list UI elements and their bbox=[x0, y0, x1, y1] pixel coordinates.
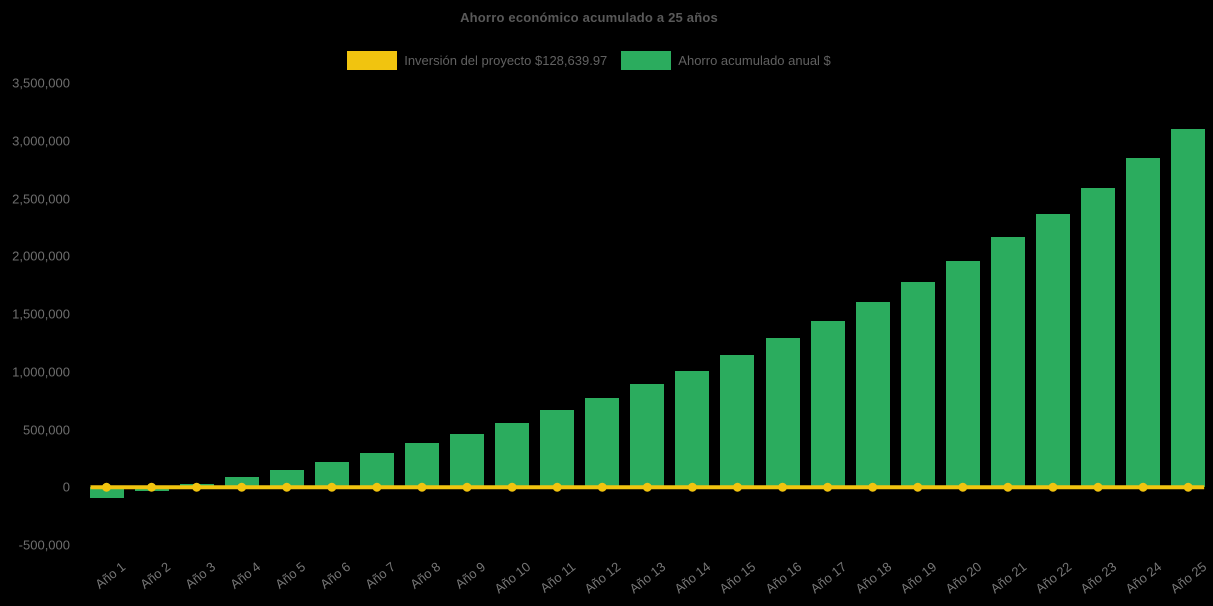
savings-bar bbox=[945, 260, 980, 488]
savings-bar bbox=[314, 462, 349, 488]
x-axis-tick-label: Año 25 bbox=[1167, 559, 1210, 597]
savings-bar bbox=[1171, 129, 1206, 488]
x-axis-tick-label: Año 4 bbox=[226, 559, 263, 592]
savings-bar bbox=[675, 370, 710, 488]
x-axis-tick-label: Año 18 bbox=[852, 559, 894, 597]
savings-bar bbox=[495, 422, 530, 488]
savings-bar bbox=[810, 320, 845, 488]
savings-bar bbox=[990, 236, 1025, 488]
legend-item-investment: Inversión del proyecto $128,639.97 bbox=[347, 51, 607, 70]
savings-bar bbox=[450, 433, 485, 488]
savings-bar bbox=[855, 302, 890, 488]
savings-bar bbox=[1081, 188, 1116, 488]
x-axis-tick-label: Año 16 bbox=[762, 559, 804, 597]
y-axis-tick-label: 1,500,000 bbox=[12, 306, 70, 322]
x-axis-tick-label: Año 5 bbox=[271, 559, 309, 592]
x-axis-tick-label: Año 3 bbox=[181, 559, 218, 592]
savings-bar bbox=[765, 338, 800, 488]
x-axis-tick-label: Año 15 bbox=[717, 559, 759, 597]
legend-savings-label: Ahorro acumulado anual $ bbox=[678, 53, 831, 68]
x-axis-tick-label: Año 10 bbox=[491, 559, 534, 597]
savings-bar bbox=[89, 487, 124, 499]
savings-bar bbox=[359, 452, 394, 488]
y-axis-tick-label: 2,000,000 bbox=[12, 248, 70, 264]
chart-header: Ahorro económico acumulado a 25 años bbox=[0, 0, 1178, 25]
y-axis-tick-label: -500,000 bbox=[18, 537, 70, 553]
x-axis-tick-label: Año 13 bbox=[626, 559, 669, 597]
x-axis-tick-label: Año 9 bbox=[452, 559, 489, 592]
x-axis-tick-label: Año 1 bbox=[91, 559, 128, 592]
savings-bar bbox=[269, 469, 304, 488]
savings-bar bbox=[540, 410, 575, 488]
legend-investment-label: Inversión del proyecto $128,639.97 bbox=[404, 53, 608, 68]
x-axis-tick-label: Año 24 bbox=[1122, 559, 1165, 597]
savings-bar bbox=[630, 383, 665, 488]
x-axis-tick-label: Año 12 bbox=[581, 559, 624, 597]
savings-bar bbox=[1126, 158, 1161, 488]
x-axis-tick-label: Año 6 bbox=[317, 559, 354, 592]
y-axis-tick-label: 3,500,000 bbox=[12, 75, 70, 91]
x-axis-tick-label: Año 7 bbox=[362, 559, 399, 592]
x-axis-tick-label: Año 17 bbox=[807, 559, 849, 597]
x-axis-tick-label: Año 19 bbox=[897, 559, 939, 597]
savings-bar bbox=[134, 487, 169, 491]
y-axis-tick-label: 2,500,000 bbox=[12, 191, 70, 206]
y-axis-tick-label: 1,000,000 bbox=[12, 364, 70, 380]
x-axis-tick-label: Año 23 bbox=[1077, 559, 1120, 597]
savings-bar bbox=[404, 443, 439, 488]
y-axis-tick-label: 0 bbox=[62, 479, 70, 495]
chart-title: Ahorro económico acumulado a 25 años bbox=[460, 10, 718, 25]
x-axis-tick-label: Año 21 bbox=[987, 559, 1030, 597]
savings-bar bbox=[179, 483, 214, 488]
x-axis-tick-label: Año 2 bbox=[136, 559, 173, 592]
y-axis-tick-label: 500,000 bbox=[23, 422, 70, 437]
savings-color-swatch bbox=[621, 51, 672, 70]
savings-bar bbox=[720, 355, 755, 488]
legend-item-savings: Ahorro acumulado anual $ bbox=[621, 51, 831, 70]
savings-bar bbox=[900, 282, 935, 488]
x-axis-tick-label: Año 14 bbox=[671, 559, 714, 597]
legend: Inversión del proyecto $128,639.97 Ahorr… bbox=[0, 51, 1178, 70]
x-axis-tick-label: Año 20 bbox=[942, 559, 985, 597]
y-axis-tick-label: 3,000,000 bbox=[12, 133, 70, 149]
x-axis-tick-label: Año 22 bbox=[1032, 559, 1075, 597]
savings-bar bbox=[585, 397, 620, 488]
x-axis-tick-label: Año 8 bbox=[407, 559, 444, 592]
savings-bar bbox=[224, 477, 259, 488]
investment-color-swatch bbox=[347, 51, 398, 70]
savings-bar bbox=[1035, 213, 1070, 488]
x-axis-tick-label: Año 11 bbox=[537, 559, 579, 596]
